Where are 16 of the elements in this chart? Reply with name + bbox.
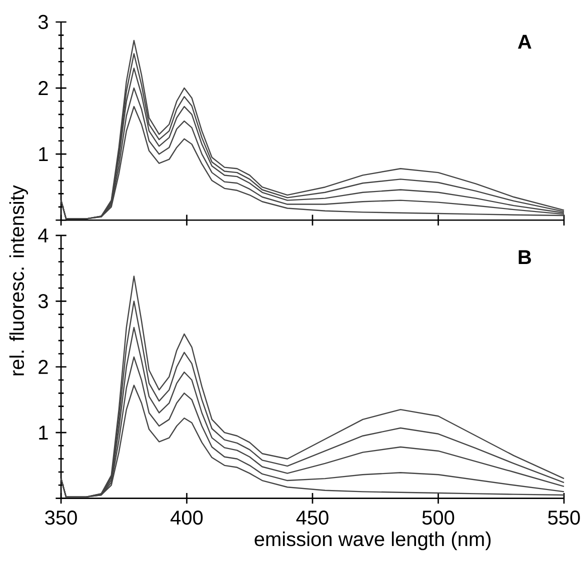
x-axis-title: emission wave length (nm)	[254, 531, 491, 550]
y-tick-label: 2	[38, 360, 48, 374]
y-tick-label: 2	[38, 80, 48, 95]
y-tick-label: 3	[38, 14, 48, 29]
x-tick-label: 550	[548, 510, 580, 525]
y-axis-title: rel. fluoresc. intensity	[9, 184, 28, 376]
x-tick-label: 500	[422, 510, 454, 525]
x-tick-label: 450	[296, 510, 328, 525]
annotation: B	[518, 250, 531, 264]
y-tick-label: 4	[38, 228, 48, 242]
x-tick-label: 400	[170, 510, 203, 525]
y-tick-label: 1	[39, 147, 48, 161]
y-tick-label: 1	[39, 426, 48, 440]
annotation: A	[518, 34, 532, 49]
y-tick-label: 3	[38, 294, 48, 308]
x-tick-label: 350	[45, 510, 77, 525]
